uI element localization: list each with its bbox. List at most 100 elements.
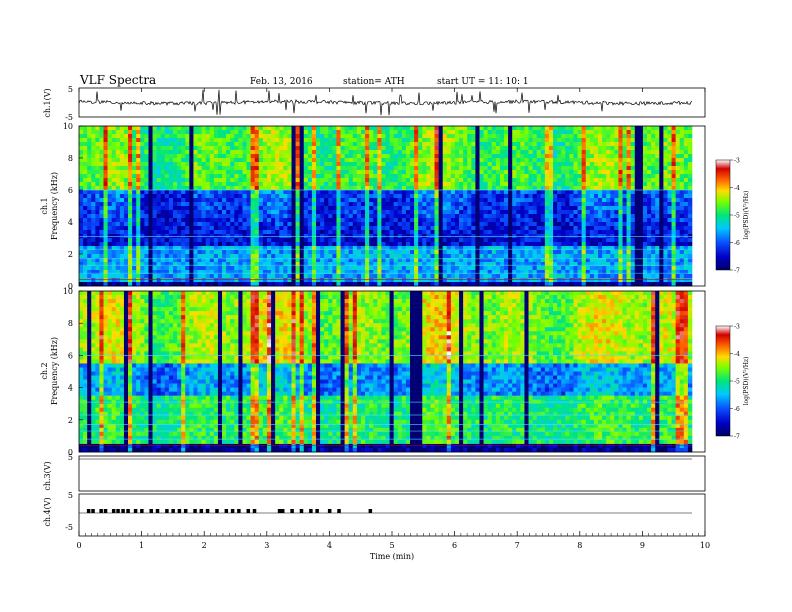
spectrogram-cell <box>316 194 321 199</box>
spectrogram-cell <box>508 186 513 191</box>
spectrogram-cell <box>332 126 337 131</box>
spectrogram-cell <box>238 174 243 179</box>
spectrogram-cell <box>271 278 276 283</box>
spectrogram-cell <box>258 126 264 131</box>
spectrogram-cell <box>152 182 157 187</box>
spectrogram-cell <box>197 198 202 203</box>
spectrogram-cell <box>479 206 484 211</box>
spectrogram-cell <box>189 278 194 283</box>
spectrogram-cell <box>442 198 448 203</box>
spectrogram-cell <box>250 162 256 167</box>
spectrogram-cell <box>377 134 382 139</box>
spectrogram-cell <box>128 162 133 167</box>
spectrogram-cell <box>295 250 300 255</box>
spectrogram-cell <box>381 262 386 267</box>
spectrogram-cell <box>160 182 166 187</box>
spectrogram-cell <box>279 206 284 211</box>
spectrogram-cell <box>348 258 354 263</box>
spectrogram-cell <box>360 174 366 179</box>
spectrogram-cell <box>254 254 260 259</box>
spectrogram-cell <box>271 246 276 251</box>
spectrogram-cell <box>250 266 256 271</box>
spectrogram-cell <box>377 246 382 251</box>
spectrogram-cell <box>197 230 202 235</box>
spectrogram-cell <box>585 146 591 151</box>
spectrogram-cell <box>573 198 578 203</box>
spectrogram-cell <box>217 250 223 255</box>
spectrogram-cell <box>303 278 309 283</box>
spectrogram-cell <box>128 198 133 203</box>
spectrogram-cell <box>528 182 533 187</box>
spectrogram-cell <box>103 146 108 151</box>
spectrogram-cell <box>475 210 480 215</box>
spectrogram-cell <box>209 242 215 247</box>
spectrogram-cell <box>209 142 215 147</box>
spectrogram-cell <box>495 262 501 267</box>
spectrogram-cell <box>193 206 198 211</box>
spectrogram-cell <box>222 182 227 187</box>
spectrogram-cell <box>385 186 390 191</box>
spectrogram-cell <box>111 214 117 219</box>
spectrogram-cell <box>471 174 476 179</box>
spectrogram-cell <box>442 134 448 139</box>
spectrogram-cell <box>418 278 423 283</box>
spectrogram-cell <box>111 174 117 179</box>
spectrogram-cell <box>495 210 501 215</box>
spectrogram-cell <box>479 158 484 163</box>
spectrogram-cell <box>136 270 141 275</box>
spectrogram-cell <box>311 170 317 175</box>
spectrogram-cell <box>516 146 521 151</box>
spectrogram-cell <box>140 226 145 231</box>
spectrogram-cell <box>250 130 256 135</box>
spectrogram-cell <box>291 246 296 251</box>
spectrogram-cell <box>459 210 464 215</box>
spectrogram-cell <box>316 130 321 135</box>
spectrogram-cell <box>467 190 472 195</box>
spectrogram-cell <box>528 250 533 255</box>
spectrogram-cell <box>103 178 108 183</box>
spectrogram-cell <box>246 194 251 199</box>
spectrogram-cell <box>152 198 157 203</box>
spectrogram-cell <box>577 214 582 219</box>
spectrogram-cell <box>532 190 538 195</box>
spectrogram-cell <box>479 226 484 231</box>
spectrogram-cell <box>348 142 354 147</box>
spectrogram-cell <box>377 238 382 243</box>
spectrogram-cell <box>532 206 538 211</box>
spectrogram-cell <box>459 222 464 227</box>
spectrogram-cell <box>119 274 125 279</box>
spectrogram-cell <box>561 246 566 251</box>
spectrogram-cell <box>512 166 517 171</box>
spectrogram-cell <box>209 226 215 231</box>
spectrogram-cell <box>311 226 317 231</box>
spectrogram-cell <box>565 138 570 143</box>
spectrogram-cell <box>528 130 533 135</box>
spectrogram-cell <box>397 182 403 187</box>
spectrogram-cell <box>132 150 137 155</box>
spectrogram-cell <box>299 142 305 147</box>
spectrogram-cell <box>148 138 153 143</box>
spectrogram-cell <box>242 162 247 167</box>
spectrogram-cell <box>356 182 362 187</box>
spectrogram-cell <box>123 182 129 187</box>
spectrogram-cell <box>140 130 145 135</box>
spectrogram-cell <box>189 214 194 219</box>
spectrogram-cell <box>369 158 374 163</box>
spectrogram-cell <box>491 138 497 143</box>
spectrogram-cell <box>271 238 276 243</box>
spectrogram-cell <box>160 266 166 271</box>
spectrogram-cell <box>83 270 88 275</box>
spectrogram-cell <box>414 282 419 287</box>
spectrogram-cell <box>516 282 521 287</box>
spectrogram-cell <box>422 250 427 255</box>
spectrogram-cell <box>115 218 121 223</box>
spectrogram-cell <box>185 126 190 131</box>
spectrogram-cell <box>320 254 325 259</box>
spectrogram-cell <box>283 190 288 195</box>
spectrogram-cell <box>222 226 227 231</box>
spectrogram-cell <box>557 246 562 251</box>
spectrogram-cell <box>332 258 337 263</box>
spectrogram-cell <box>385 198 390 203</box>
spectrogram-cell <box>246 130 251 135</box>
